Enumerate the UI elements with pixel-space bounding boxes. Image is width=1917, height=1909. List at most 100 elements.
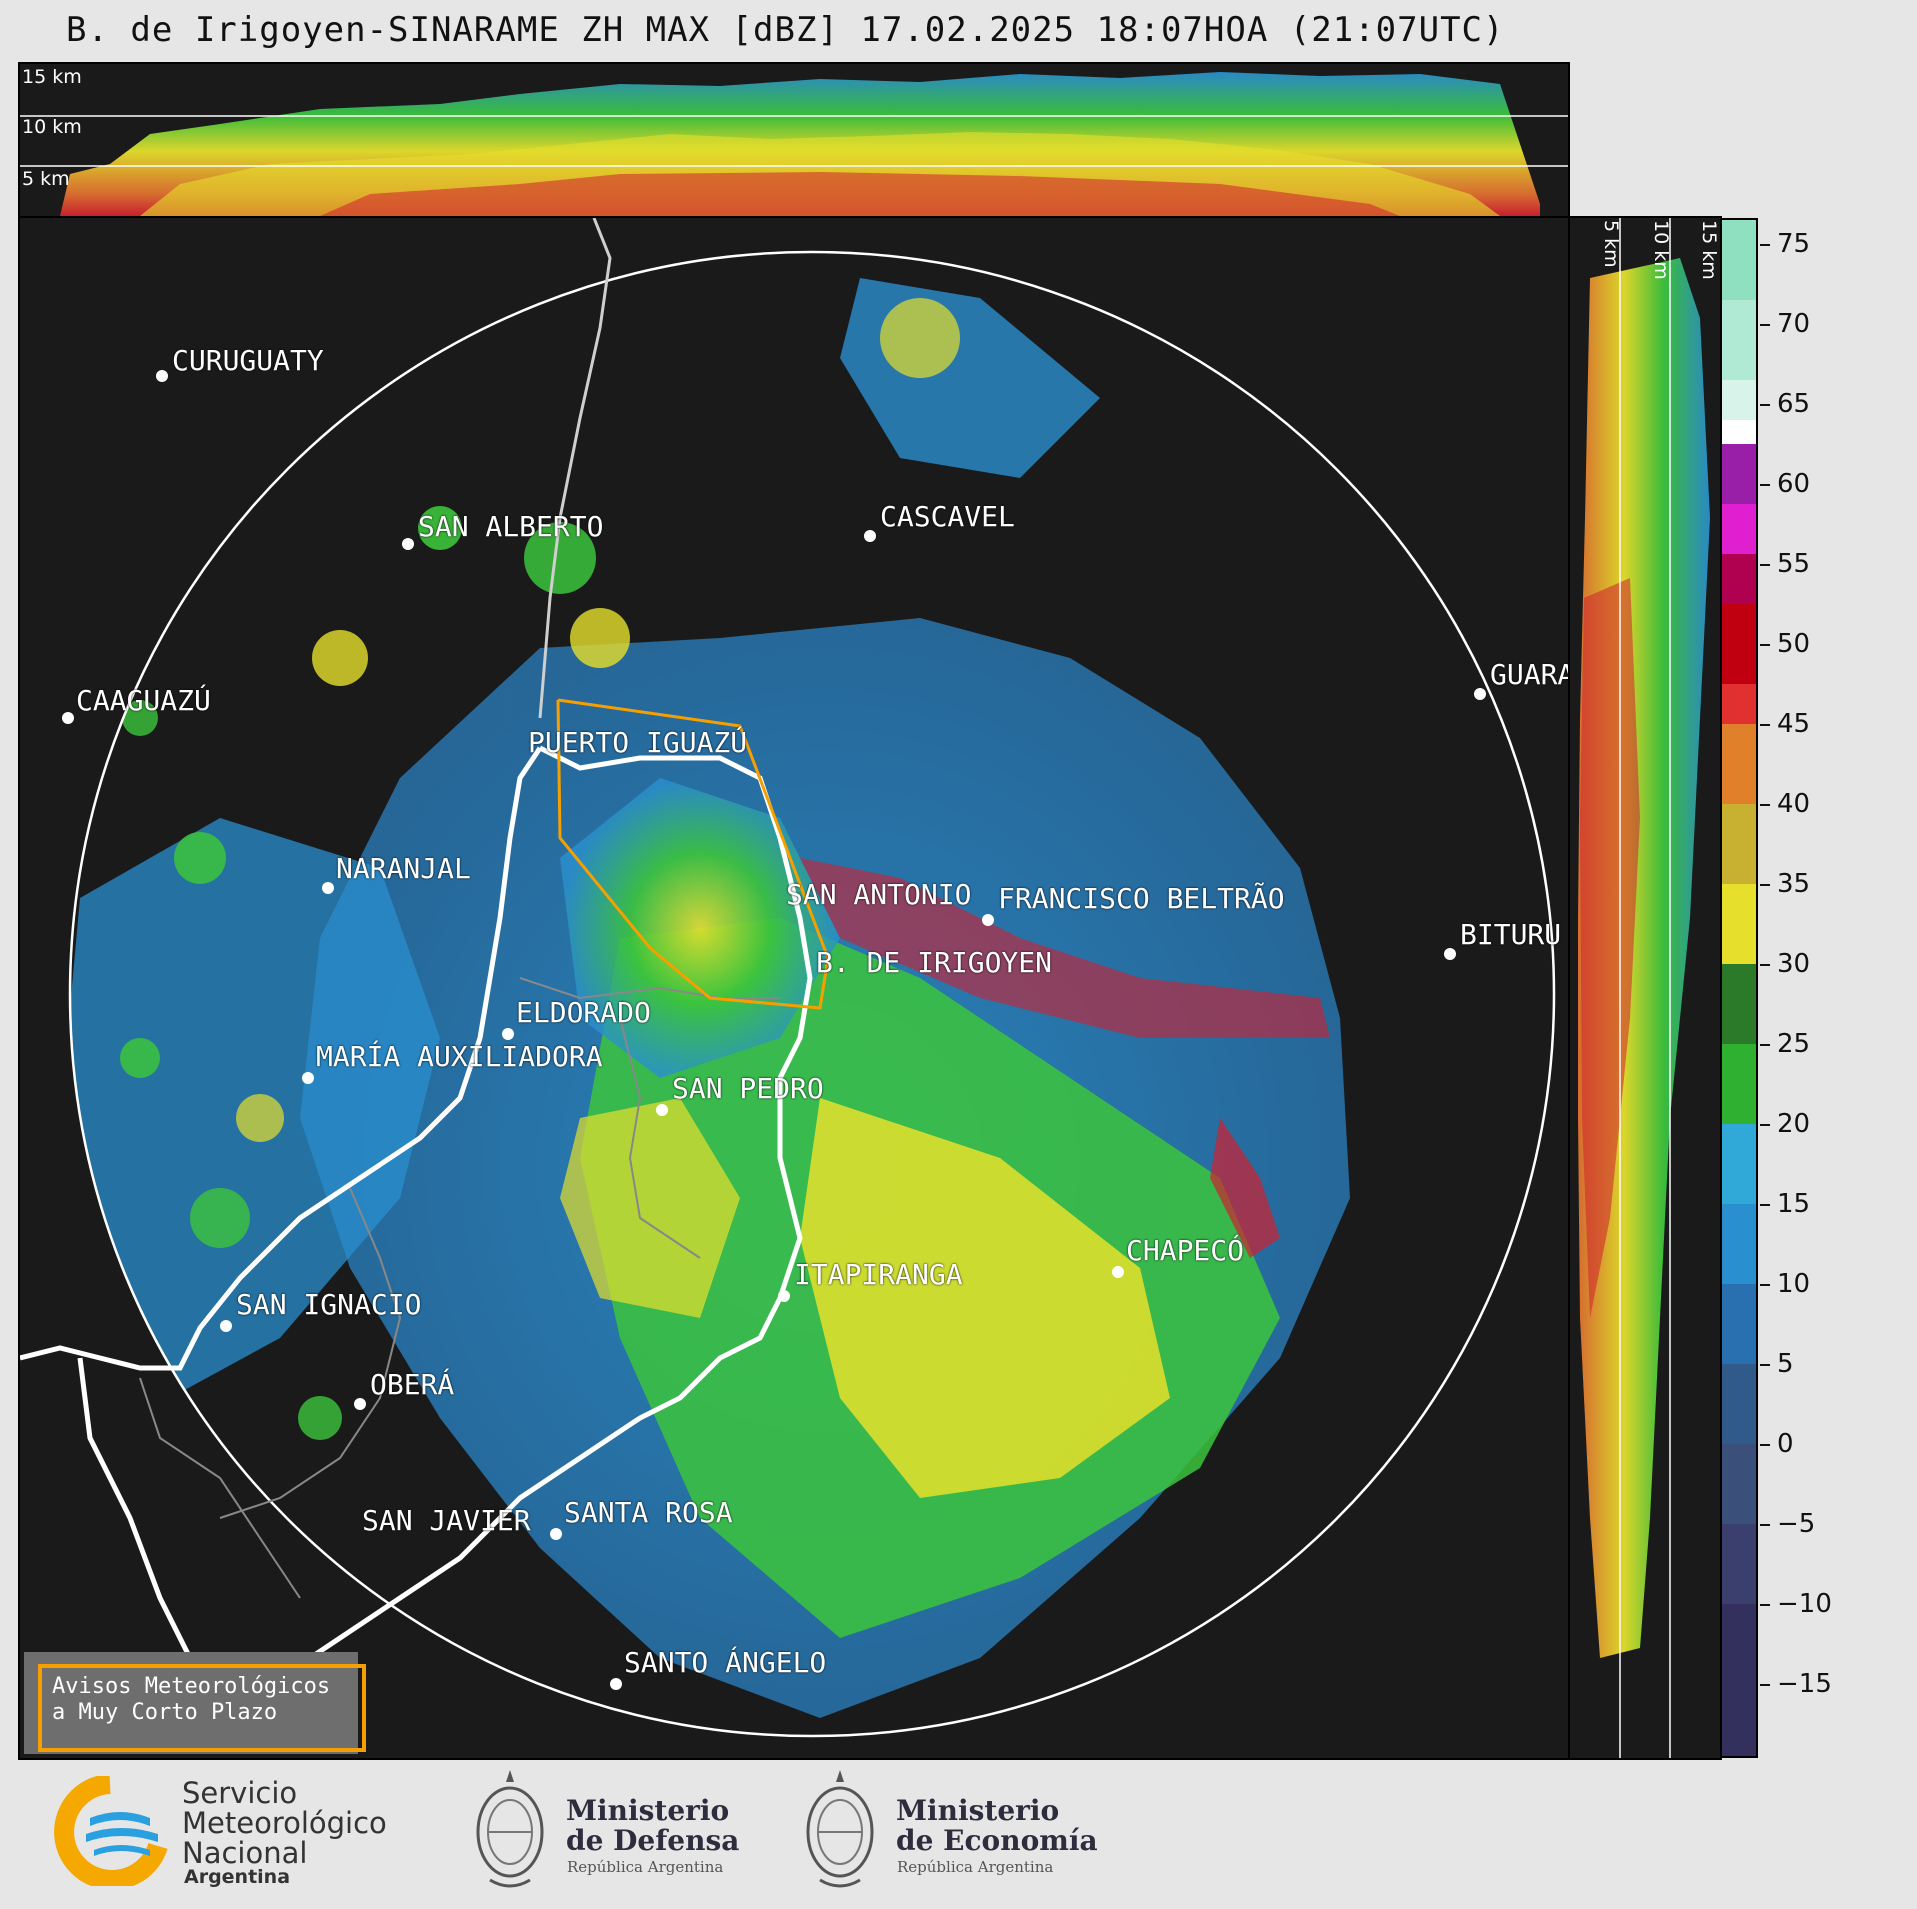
city-label-san-ignacio: SAN IGNACIO [236,1288,422,1321]
colorbar-tick [1760,1684,1770,1686]
defensa-country: República Argentina [567,1858,724,1876]
colorbar-label: 50 [1777,629,1811,659]
defensa-line1: Ministerio [566,1794,730,1827]
colorbar-tick [1760,804,1770,806]
city-label-san-alberto: SAN ALBERTO [418,510,604,543]
colorbar-label: −15 [1777,1669,1832,1699]
city-label-caaguazu: CAAGUAZÚ [76,684,211,717]
colorbar-label: −10 [1777,1589,1832,1619]
colorbar-tick [1760,1204,1770,1206]
dbz-colorbar [1720,218,1758,1758]
city-label-eldorado: ELDORADO [516,996,651,1029]
city-label-obera: OBERÁ [370,1368,455,1401]
colorbar-label: 75 [1777,229,1811,259]
colorbar-label: 15 [1777,1189,1811,1219]
colorbar-label: 70 [1777,309,1811,339]
smn-line1: Servicio [182,1776,298,1810]
city-dot-eldorado [502,1028,514,1040]
city-dot-santo-angelo [610,1678,622,1690]
alert-box-line2: a Muy Corto Plazo [52,1700,278,1725]
city-dot-cascavel [864,530,876,542]
colorbar-tick [1760,1284,1770,1286]
smn-logo-icon [54,1776,168,1886]
city-label-guara: GUARA [1490,658,1570,691]
economia-line1: Ministerio [896,1794,1060,1827]
colorbar-label: 65 [1777,389,1811,419]
colorbar-label: 20 [1777,1109,1811,1139]
city-dot-santa-rosa [550,1528,562,1540]
colorbar-label: 30 [1777,949,1811,979]
colorbar-tick [1760,484,1770,486]
top-vertical-profile: 15 km 10 km 5 km [18,62,1570,218]
colorbar-label: 10 [1777,1269,1811,1299]
colorbar-tick [1760,964,1770,966]
radar-reflectivity-layer [20,218,1556,1740]
city-label-san-pedro: SAN PEDRO [672,1072,824,1105]
city-label-santo-angelo: SANTO ÁNGELO [624,1646,827,1679]
city-dot-san-alberto [402,538,414,550]
colorbar-tick [1760,1364,1770,1366]
defensa-line2: de Defensa [566,1824,740,1857]
page-title: B. de Irigoyen-SINARAME ZH MAX [dBZ] 17.… [66,10,1505,50]
city-label-cascavel: CASCAVEL [880,500,1015,533]
smn-country: Argentina [184,1866,291,1888]
city-label-francisco-beltrao: FRANCISCO BELTRÃO [998,882,1285,915]
city-label-naranjal: NARANJAL [336,852,471,885]
colorbar-tick [1760,1444,1770,1446]
city-label-curuguaty: CURUGUATY [172,344,324,377]
colorbar-label: 45 [1777,709,1811,739]
colorbar-tick [1760,324,1770,326]
colorbar-tick [1760,404,1770,406]
economia-country: República Argentina [897,1858,1054,1876]
colorbar-tick [1760,724,1770,726]
smn-line3: Nacional [182,1836,308,1870]
economia-name: Ministerio de Economía [896,1796,1098,1856]
city-dot-chapeco [1112,1266,1124,1278]
top-label-15km: 15 km [22,66,82,88]
alert-box[interactable]: Avisos Meteorológicos a Muy Corto Plazo [24,1652,366,1754]
economia-line2: de Economía [896,1824,1098,1857]
city-dot-naranjal [322,882,334,894]
colorbar-tick [1760,1524,1770,1526]
smn-line2: Meteorológico [182,1806,387,1840]
colorbar-tick [1760,1604,1770,1606]
city-label-bituru: BITURU [1460,918,1562,951]
colorbar-label: −5 [1777,1509,1816,1539]
radar-map[interactable]: CURUGUATY SAN ALBERTO CASCAVEL CAAGUAZÚ … [18,216,1570,1760]
city-label-san-javier: SAN JAVIER [362,1504,531,1537]
defensa-seal-icon [470,1762,550,1896]
city-label-maria-auxiliadora: MARÍA AUXILIADORA [316,1040,603,1073]
colorbar-tick [1760,564,1770,566]
smn-name: Servicio Meteorológico Nacional [182,1778,387,1868]
colorbar-tick [1760,1044,1770,1046]
colorbar-label: 5 [1777,1349,1794,1379]
colorbar-tick [1760,884,1770,886]
colorbar-tick [1760,644,1770,646]
side-vertical-profile: 5 km 10 km 15 km [1568,216,1722,1760]
top-label-10km: 10 km [22,116,82,138]
colorbar-label: 55 [1777,549,1811,579]
city-dot-curuguaty [156,370,168,382]
city-dot-guara [1474,688,1486,700]
colorbar-label: 25 [1777,1029,1811,1059]
city-dot-obera [354,1398,366,1410]
side-label-10km: 10 km [1650,220,1672,280]
city-dot-maria-auxiliadora [302,1072,314,1084]
colorbar-label: 60 [1777,469,1811,499]
alert-box-line1: Avisos Meteorológicos [52,1674,331,1699]
colorbar-label: 0 [1777,1429,1794,1459]
city-dot-bituru [1444,948,1456,960]
side-label-5km: 5 km [1600,220,1622,268]
city-dot-itapiranga [778,1290,790,1302]
city-dot-francisco-beltrao [982,914,994,926]
city-dot-san-ignacio [220,1320,232,1332]
city-label-san-antonio: SAN ANTONIO [786,878,972,911]
colorbar-label: 40 [1777,789,1811,819]
city-dot-caaguazu [62,712,74,724]
city-dot-san-pedro [656,1104,668,1116]
city-label-itapiranga: ITAPIRANGA [794,1258,963,1291]
city-label-chapeco: CHAPECÓ [1126,1234,1245,1267]
colorbar-tick [1760,1124,1770,1126]
colorbar-tick [1760,244,1770,246]
alert-box-frame[interactable]: Avisos Meteorológicos a Muy Corto Plazo [38,1664,366,1752]
